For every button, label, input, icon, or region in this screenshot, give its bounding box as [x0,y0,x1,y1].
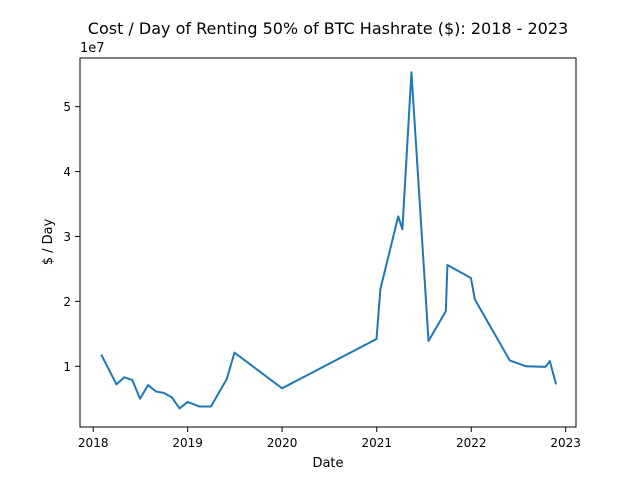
y-axis-ticks: 1 2 3 4 5 [63,100,80,374]
y-tick-label: 1 [63,360,71,374]
x-tick-label: 2023 [550,436,581,450]
y-axis-label: $ / Day [41,218,56,265]
plot-area-frame [79,57,577,428]
x-tick-label: 2022 [456,436,487,450]
x-tick-label: 2018 [78,436,109,450]
x-tick-label: 2019 [172,436,203,450]
x-tick-label: 2020 [267,436,298,450]
y-tick-label: 3 [63,230,71,244]
series-line [100,71,558,410]
y-tick-label: 5 [63,100,71,114]
y-tick-label: 4 [63,165,71,179]
x-tick-label: 2021 [361,436,392,450]
chart-title: Cost / Day of Renting 50% of BTC Hashrat… [88,19,568,38]
x-axis-label: Date [312,456,343,471]
y-tick-label: 2 [63,295,71,309]
y-offset-label: 1e7 [80,41,105,56]
x-axis-ticks: 2018 2019 2020 2021 2022 2023 [78,427,581,450]
